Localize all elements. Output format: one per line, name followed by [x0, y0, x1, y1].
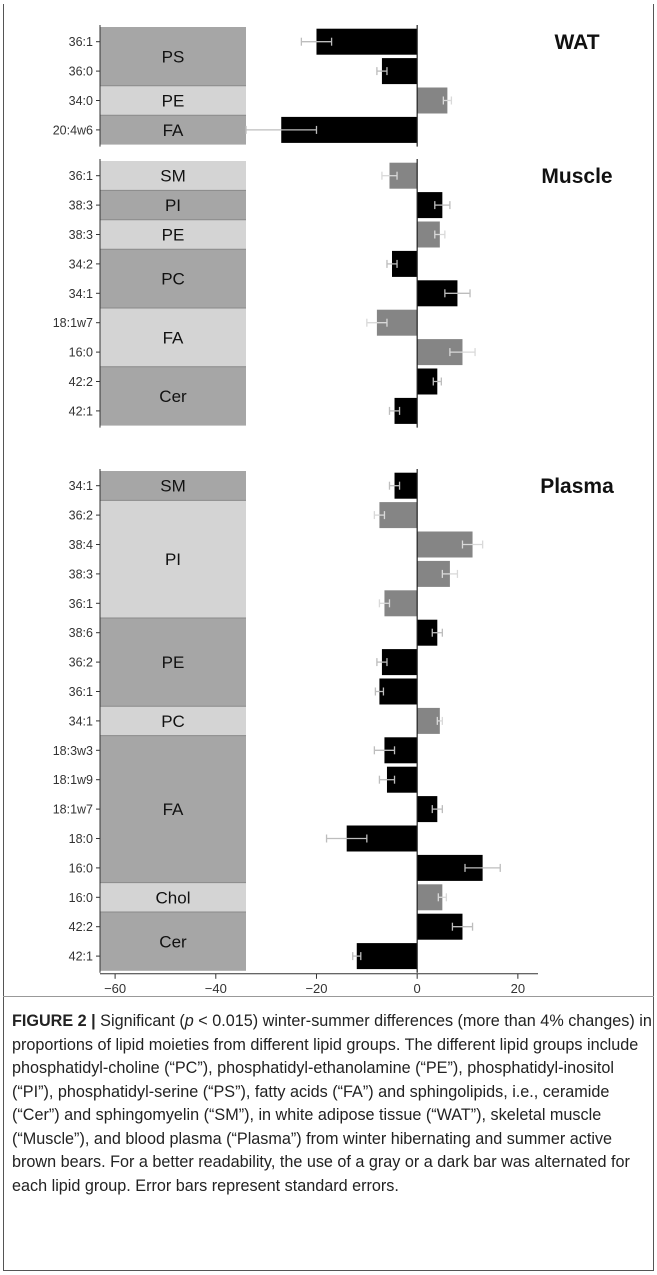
- data-bar: [381, 649, 418, 676]
- panel-title: WAT: [554, 31, 599, 54]
- row-label: 18:1w7: [53, 803, 93, 817]
- figure-label: FIGURE 2 |: [12, 1012, 96, 1030]
- row-label: 42:1: [69, 950, 93, 964]
- group-band: [100, 471, 246, 501]
- row-label: 20:4w6: [53, 123, 93, 137]
- row-label: 34:0: [69, 94, 93, 108]
- group-label: FA: [163, 121, 184, 140]
- row-label: 38:6: [69, 626, 93, 640]
- figure-frame-left: [3, 4, 4, 1270]
- row-label: 18:3w3: [53, 744, 93, 758]
- data-bar: [417, 221, 440, 248]
- data-bar: [379, 502, 418, 529]
- group-label: Cer: [159, 387, 187, 406]
- row-label: 34:1: [69, 287, 93, 301]
- row-label: 38:3: [69, 228, 93, 242]
- row-label: 34:1: [69, 479, 93, 493]
- x-tick-label: −60: [104, 981, 126, 996]
- row-label: 16:0: [69, 861, 93, 875]
- x-tick-label: −20: [305, 981, 327, 996]
- panel-title: Plasma: [540, 475, 614, 498]
- group-label: PE: [162, 653, 185, 672]
- group-label: PE: [162, 226, 185, 245]
- x-tick-label: 20: [511, 981, 525, 996]
- row-label: 36:0: [69, 65, 93, 79]
- group-band: [100, 735, 246, 883]
- row-label: 36:2: [69, 509, 93, 523]
- group-band: [100, 190, 246, 220]
- data-bar: [417, 707, 440, 734]
- row-label: 18:0: [69, 832, 93, 846]
- group-label: PS: [162, 47, 185, 66]
- group-label: PC: [161, 712, 185, 731]
- group-band: [100, 219, 246, 250]
- row-label: 18:1w7: [53, 316, 93, 330]
- caption-text-2: < 0.015) winter-summer differences (more…: [12, 1012, 652, 1195]
- data-bar: [394, 472, 418, 499]
- data-bar: [379, 678, 418, 705]
- lipid-difference-chart: PS 36:1 36:0 PE 34:0 FA 20:4w6 WAT SM 36:1 PI 38:3 P…: [53, 25, 614, 1000]
- row-label: 18:1w9: [53, 773, 93, 787]
- group-label: PI: [165, 550, 181, 569]
- x-tick-label: 0: [414, 981, 421, 996]
- group-label: Cer: [159, 932, 187, 951]
- caption-separator: [3, 996, 654, 997]
- row-label: 42:2: [69, 375, 93, 389]
- data-bar: [356, 943, 418, 970]
- group-band: [100, 500, 246, 618]
- group-band: [100, 366, 246, 426]
- row-label: 34:2: [69, 257, 93, 271]
- data-bar: [417, 619, 438, 646]
- group-label: PE: [162, 92, 185, 111]
- figure-frame-bottom: [3, 1270, 654, 1271]
- group-band: [100, 27, 246, 86]
- row-label: 36:2: [69, 656, 93, 670]
- figure-caption: FIGURE 2 | Significant (p < 0.015) winte…: [12, 1010, 652, 1268]
- caption-p-symbol: p: [184, 1012, 194, 1030]
- group-label: FA: [163, 800, 184, 819]
- row-label: 38:3: [69, 567, 93, 581]
- row-label: 34:1: [69, 714, 93, 728]
- row-label: 42:2: [69, 920, 93, 934]
- row-label: 16:0: [69, 346, 93, 360]
- group-label: SM: [160, 167, 186, 186]
- figure-frame-right: [653, 4, 654, 1270]
- data-bar: [381, 58, 418, 85]
- panel-title: Muscle: [541, 165, 612, 188]
- group-band: [100, 912, 246, 971]
- group-band: [100, 85, 246, 116]
- row-label: 42:1: [69, 404, 93, 418]
- data-bar: [417, 87, 448, 114]
- row-label: 38:4: [69, 538, 93, 552]
- row-label: 36:1: [69, 35, 93, 49]
- caption-text-1: Significant (: [95, 1012, 185, 1030]
- x-axis-label: Difference of winter-summer percentages: [168, 999, 461, 1000]
- row-label: 36:1: [69, 597, 93, 611]
- data-bar: [394, 397, 418, 424]
- group-band: [100, 308, 246, 367]
- group-band: [100, 249, 246, 308]
- group-label: PI: [165, 196, 181, 215]
- group-label: FA: [163, 328, 184, 347]
- x-tick-label: −40: [205, 981, 227, 996]
- group-label: Chol: [156, 888, 191, 907]
- group-label: PC: [161, 270, 185, 289]
- group-band: [100, 115, 246, 145]
- group-band: [100, 161, 246, 191]
- row-label: 38:3: [69, 199, 93, 213]
- data-bar: [316, 28, 418, 55]
- group-band: [100, 618, 246, 707]
- row-label: 36:1: [69, 685, 93, 699]
- group-band: [100, 882, 246, 912]
- data-bar: [417, 368, 438, 395]
- row-label: 16:0: [69, 891, 93, 905]
- group-band: [100, 706, 246, 736]
- group-label: SM: [160, 477, 186, 496]
- data-bar: [417, 796, 438, 823]
- row-label: 36:1: [69, 169, 93, 183]
